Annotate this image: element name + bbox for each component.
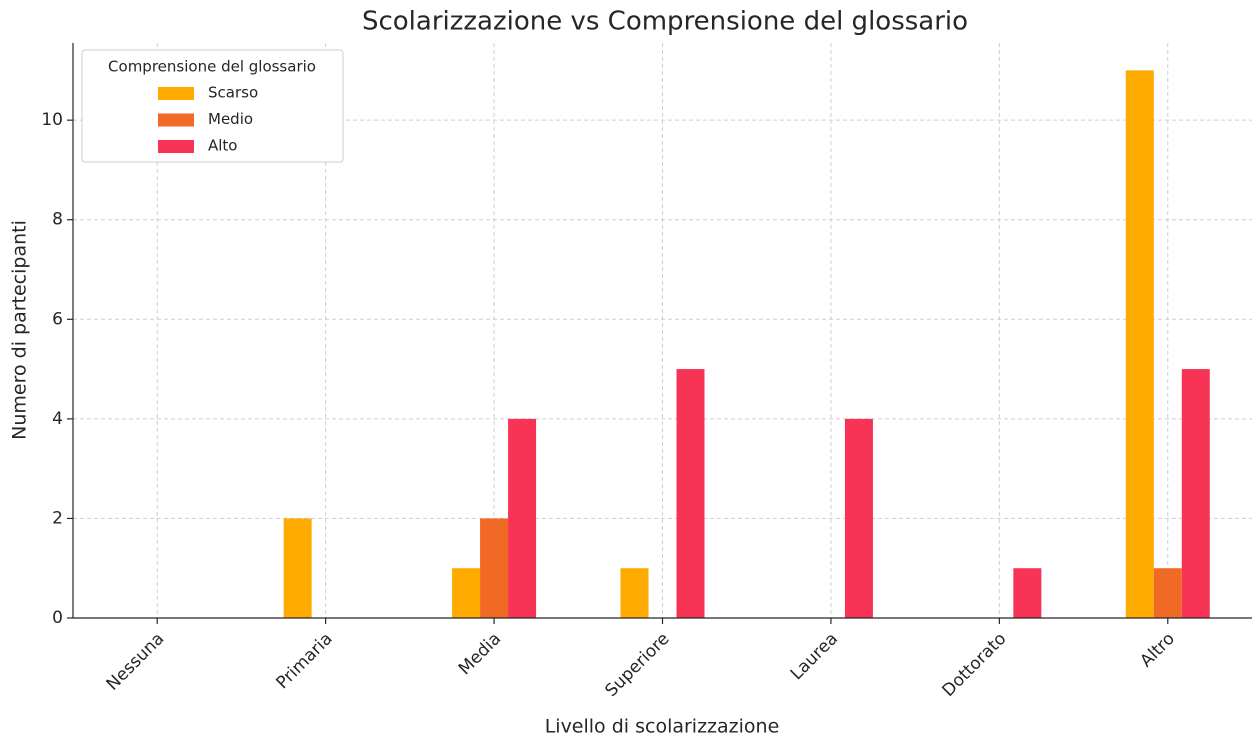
- y-tick-label: 8: [52, 210, 63, 230]
- legend-swatch: [158, 87, 194, 100]
- bar: [1181, 369, 1210, 618]
- y-tick-label: 4: [52, 409, 63, 429]
- bar: [283, 518, 312, 618]
- y-tick-label: 2: [52, 508, 63, 528]
- bar: [452, 568, 481, 618]
- bar: [1153, 568, 1182, 618]
- bar: [1125, 70, 1154, 618]
- bar: [620, 568, 649, 618]
- legend-box: [81, 49, 344, 163]
- y-axis-label: Numero di partecipanti: [9, 220, 31, 440]
- legend-label: Scarso: [208, 84, 258, 102]
- bar: [508, 418, 537, 618]
- legend-label: Medio: [208, 110, 253, 128]
- x-tick-label: Dottorato: [939, 629, 1011, 701]
- chart-title: Scolarizzazione vs Comprensione del glos…: [362, 7, 968, 37]
- x-tick-label: Primaria: [273, 629, 337, 693]
- y-tick-label: 6: [52, 309, 63, 329]
- bar: [1013, 568, 1042, 618]
- bar: [676, 369, 705, 618]
- y-tick-label: 0: [52, 608, 63, 628]
- x-tick-label: Nessuna: [103, 629, 169, 695]
- legend-swatch: [158, 140, 194, 153]
- x-tick-label: Superiore: [601, 629, 673, 701]
- legend-swatch: [158, 113, 194, 127]
- legend-title: Comprensione del glossario: [108, 58, 316, 76]
- x-tick-label: Altro: [1136, 629, 1178, 671]
- bar: [844, 418, 873, 618]
- legend-label: Alto: [208, 137, 238, 155]
- x-axis-label: Livello di scolarizzazione: [545, 716, 780, 738]
- bar: [480, 518, 509, 618]
- y-tick-label: 10: [41, 110, 63, 130]
- x-tick-label: Laurea: [787, 629, 842, 684]
- x-tick-label: Media: [455, 629, 505, 679]
